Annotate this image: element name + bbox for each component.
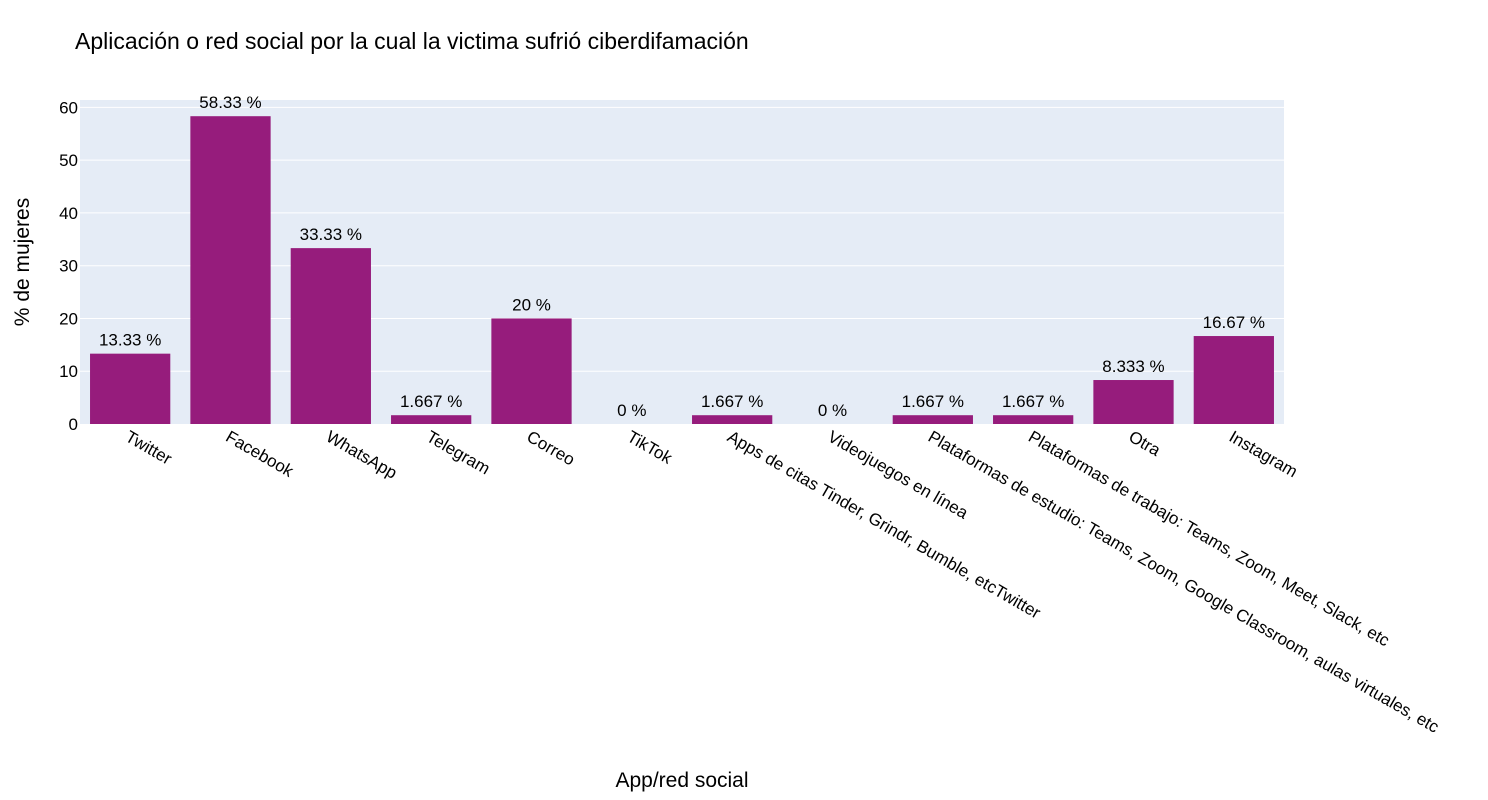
y-tick-label: 60	[59, 98, 78, 117]
bar	[692, 415, 773, 424]
bar	[290, 248, 371, 424]
bar	[190, 116, 271, 424]
data-labels: 13.33 % 58.33 % 33.33 % 1.667 % 20 % 0 % 1.667…	[99, 93, 1265, 420]
bar	[1093, 380, 1174, 424]
x-axis-title: App/red social	[615, 769, 748, 792]
bar	[993, 415, 1074, 424]
chart-title: Aplicación o red social por la cual la v…	[75, 28, 749, 54]
bar-value-label: 0 %	[617, 401, 646, 420]
y-tick-label: 50	[59, 151, 78, 170]
bar-value-label: 1.667 %	[902, 392, 964, 411]
x-tick-label: Otra	[1126, 427, 1165, 460]
bar	[1193, 336, 1274, 424]
bars	[90, 116, 1274, 424]
bar-value-label: 0 %	[818, 401, 847, 420]
bar	[892, 415, 973, 424]
bar	[90, 353, 171, 424]
bar-value-label: 16.67 %	[1203, 313, 1265, 332]
x-tick-label: Plataformas de trabajo: Teams, Zoom, Mee…	[1025, 427, 1393, 650]
bar-value-label: 1.667 %	[400, 392, 462, 411]
y-tick-label: 40	[59, 204, 78, 223]
x-axis: Twitter Facebook WhatsApp Telegram Correo Tik…	[122, 427, 1442, 737]
bar-value-label: 1.667 %	[701, 392, 763, 411]
x-tick-label: WhatsApp	[323, 427, 400, 483]
x-tick-label: Correo	[524, 427, 579, 469]
bar-value-label: 58.33 %	[199, 93, 261, 112]
y-axis-title: % de mujeres	[11, 198, 34, 326]
y-tick-label: 20	[59, 309, 78, 328]
bar-value-label: 8.333 %	[1102, 357, 1164, 376]
bar	[391, 415, 472, 424]
x-tick-label: Instagram	[1226, 427, 1301, 481]
y-axis: 0 10 20 30 40 50 60	[59, 98, 78, 434]
bar	[491, 318, 572, 424]
y-tick-label: 30	[59, 257, 78, 276]
y-tick-label: 0	[69, 415, 78, 434]
bar-value-label: 13.33 %	[99, 331, 161, 350]
plot-area	[80, 100, 1284, 424]
x-tick-label: TikTok	[624, 427, 676, 468]
bar-value-label: 1.667 %	[1002, 392, 1064, 411]
bar-value-label: 33.33 %	[300, 225, 362, 244]
gridlines	[80, 106, 1284, 372]
x-tick-label: Telegram	[423, 427, 493, 478]
y-tick-label: 10	[59, 362, 78, 381]
bar-value-label: 20 %	[512, 295, 551, 314]
x-tick-label: Twitter	[122, 427, 175, 469]
x-tick-label: Facebook	[223, 427, 298, 481]
